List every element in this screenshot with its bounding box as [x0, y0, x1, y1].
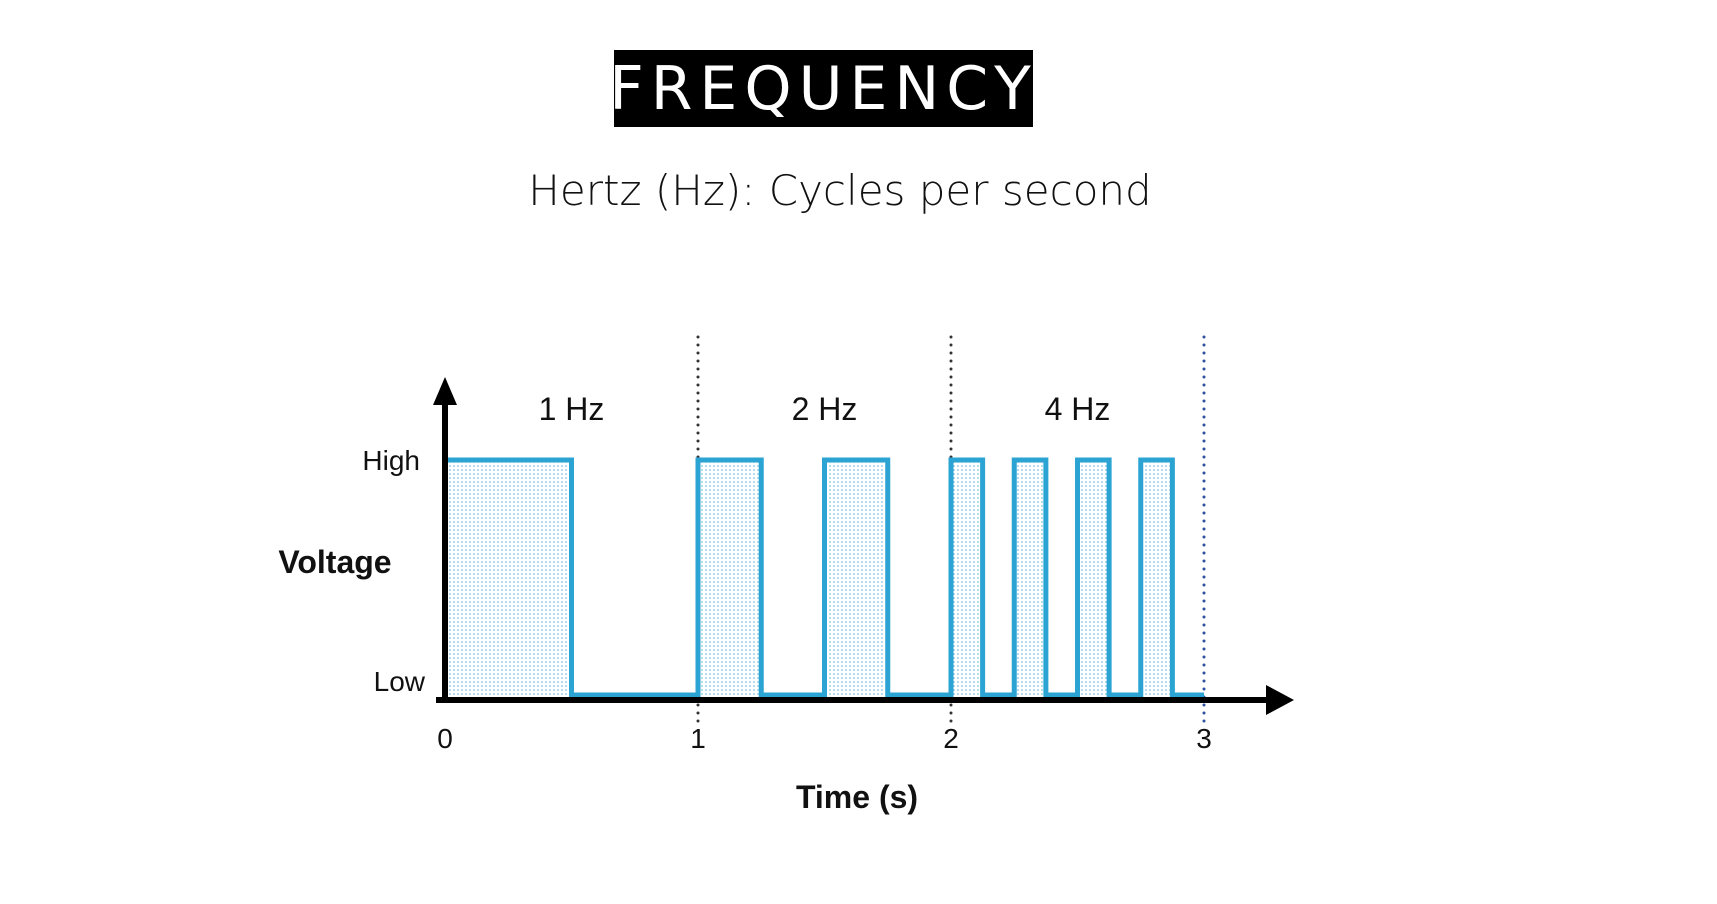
high-pulse-fill [951, 460, 983, 695]
y-tick-low: Low [374, 666, 426, 697]
x-tick-label: 3 [1196, 723, 1212, 754]
high-pulse-fill [1014, 460, 1046, 695]
high-pulse-fill [1077, 460, 1110, 695]
y-axis-arrow [433, 377, 457, 405]
y-axis-label: Voltage [278, 544, 391, 580]
high-pulse-fill [1140, 460, 1173, 695]
x-tick-label: 2 [943, 723, 959, 754]
y-tick-high: High [362, 445, 420, 476]
segment-frequency-label: 2 Hz [792, 391, 858, 427]
subtitle: Hertz (Hz): Cycles per second [528, 166, 1152, 215]
x-axis-arrow [1266, 685, 1294, 715]
high-pulse-fill [698, 460, 762, 695]
high-pulse-fill [445, 460, 572, 695]
page-title: FREQUENCY [609, 50, 1033, 127]
square-wave [445, 457, 1204, 698]
x-tick-label: 0 [437, 723, 453, 754]
high-pulse-fill [824, 460, 888, 695]
segment-frequency-label: 4 Hz [1045, 391, 1111, 427]
x-tick-label: 1 [690, 723, 706, 754]
x-axis-label: Time (s) [796, 779, 918, 815]
segment-frequency-label: 1 Hz [539, 391, 605, 427]
